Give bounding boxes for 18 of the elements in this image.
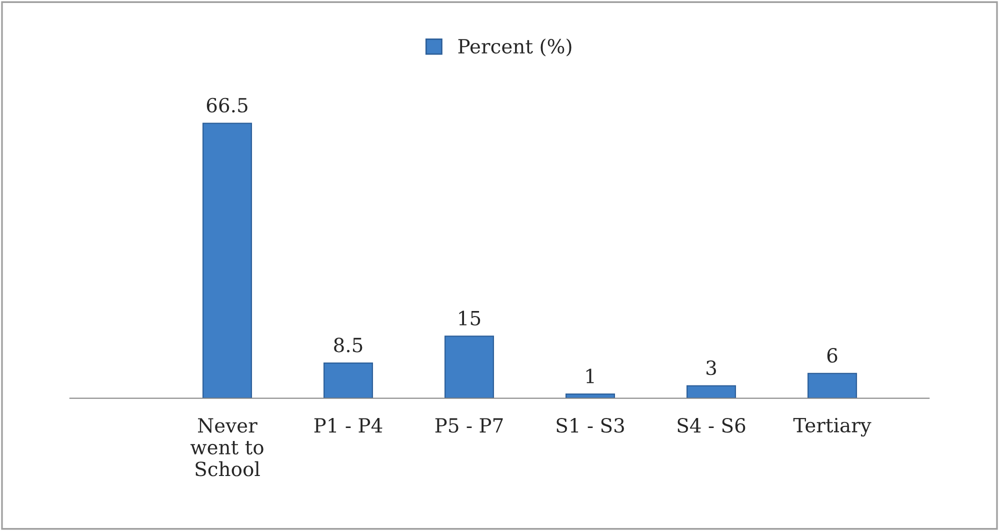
data-label: 1 xyxy=(586,368,594,384)
data-label: 15 xyxy=(459,310,480,326)
x-tick-label: P1 - P4 xyxy=(314,418,382,432)
x-tick-label: S4 - S6 xyxy=(678,418,746,433)
bar xyxy=(202,122,252,398)
data-label: 6 xyxy=(827,348,838,363)
x-tick-label: S1 - S3 xyxy=(556,418,624,433)
x-tick-label: Tertiary xyxy=(793,418,872,437)
bar xyxy=(808,372,858,398)
data-label: 3 xyxy=(706,360,716,376)
data-label: 8.5 xyxy=(334,338,362,352)
bar xyxy=(323,362,373,398)
legend-label: Percent (%) xyxy=(458,38,572,56)
x-tick-label: P5 - P7 xyxy=(435,418,503,433)
bar xyxy=(686,385,736,398)
x-tick-label: Never went to School xyxy=(190,418,264,476)
bar xyxy=(444,336,494,398)
data-label: 66.5 xyxy=(206,98,248,113)
